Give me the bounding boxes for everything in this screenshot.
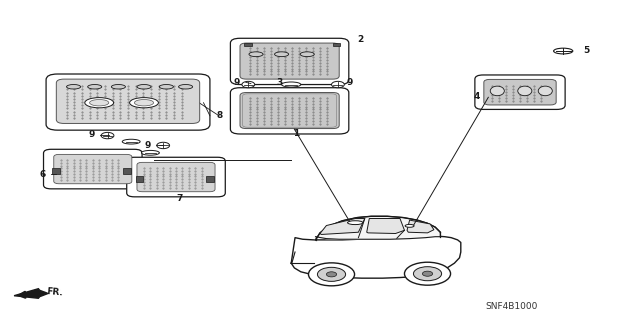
FancyBboxPatch shape <box>44 149 142 189</box>
FancyBboxPatch shape <box>230 88 349 134</box>
Text: 7: 7 <box>176 194 182 203</box>
Ellipse shape <box>538 86 552 96</box>
Ellipse shape <box>249 52 263 57</box>
Bar <box>52 168 60 174</box>
Ellipse shape <box>159 85 173 89</box>
Polygon shape <box>320 219 365 234</box>
Bar <box>206 176 214 182</box>
Polygon shape <box>14 289 48 298</box>
Bar <box>123 168 131 174</box>
Text: 1: 1 <box>293 130 300 138</box>
FancyBboxPatch shape <box>230 38 349 85</box>
Ellipse shape <box>554 48 573 54</box>
Ellipse shape <box>275 52 289 57</box>
Ellipse shape <box>111 85 125 89</box>
Ellipse shape <box>518 86 532 96</box>
Circle shape <box>404 262 451 285</box>
Ellipse shape <box>348 221 363 225</box>
FancyBboxPatch shape <box>46 74 210 130</box>
Ellipse shape <box>134 100 154 106</box>
Text: 9: 9 <box>144 141 150 150</box>
FancyBboxPatch shape <box>127 157 225 197</box>
Text: SNF4B1000: SNF4B1000 <box>486 302 538 311</box>
Ellipse shape <box>90 100 109 106</box>
Ellipse shape <box>88 85 102 89</box>
Text: 9: 9 <box>88 130 95 139</box>
Ellipse shape <box>282 82 301 87</box>
Ellipse shape <box>179 85 193 89</box>
Circle shape <box>332 81 344 88</box>
Ellipse shape <box>122 139 140 144</box>
Ellipse shape <box>129 98 159 108</box>
Ellipse shape <box>405 225 414 227</box>
Ellipse shape <box>85 98 114 108</box>
FancyBboxPatch shape <box>484 79 556 105</box>
Text: 9: 9 <box>234 78 240 87</box>
Polygon shape <box>407 220 434 233</box>
Text: 9: 9 <box>347 78 353 87</box>
FancyBboxPatch shape <box>240 43 339 79</box>
FancyBboxPatch shape <box>54 154 132 184</box>
Text: 4: 4 <box>474 92 480 101</box>
Ellipse shape <box>67 85 81 89</box>
Ellipse shape <box>141 150 159 155</box>
Bar <box>136 176 143 182</box>
Circle shape <box>413 267 442 281</box>
Polygon shape <box>367 219 404 234</box>
Circle shape <box>308 263 355 286</box>
Ellipse shape <box>490 86 504 96</box>
Circle shape <box>422 271 433 276</box>
Ellipse shape <box>137 85 151 89</box>
FancyBboxPatch shape <box>475 75 565 109</box>
FancyBboxPatch shape <box>240 93 339 129</box>
FancyBboxPatch shape <box>56 79 200 123</box>
Circle shape <box>326 272 337 277</box>
Circle shape <box>317 267 346 281</box>
Circle shape <box>242 81 255 88</box>
Bar <box>333 43 340 46</box>
Polygon shape <box>316 216 440 240</box>
Text: FR.: FR. <box>46 287 63 298</box>
FancyBboxPatch shape <box>137 162 215 192</box>
Text: 8: 8 <box>216 111 223 120</box>
Polygon shape <box>291 236 461 278</box>
Bar <box>244 43 252 46</box>
Text: 2: 2 <box>357 35 364 44</box>
Text: 3: 3 <box>276 78 283 87</box>
Circle shape <box>101 132 114 139</box>
Ellipse shape <box>300 52 314 57</box>
Circle shape <box>157 142 170 149</box>
Text: 6: 6 <box>40 170 46 179</box>
Text: 5: 5 <box>584 46 590 55</box>
